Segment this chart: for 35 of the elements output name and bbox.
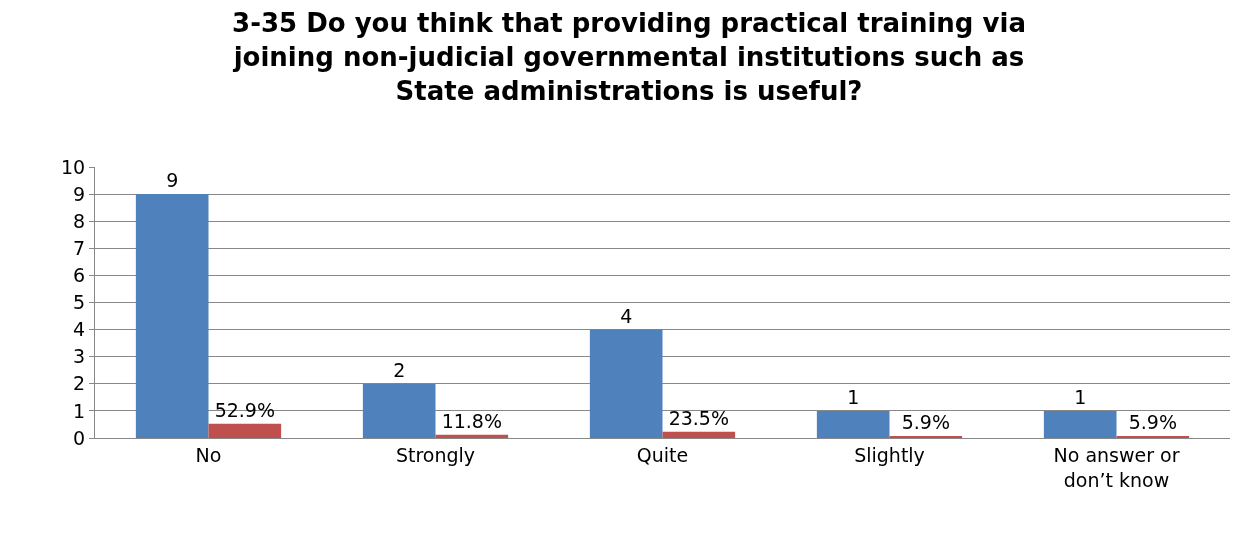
y-tick-label: 0 xyxy=(73,426,86,449)
x-tick-label: Quite xyxy=(636,443,689,466)
y-tick-label: 1 xyxy=(73,399,86,422)
y-tick-label: 3 xyxy=(73,345,86,368)
bar xyxy=(435,434,509,438)
bar xyxy=(362,383,436,438)
x-tick-label: No xyxy=(195,443,222,466)
bar xyxy=(662,431,736,438)
y-tick-label: 5 xyxy=(73,291,86,314)
data-label: 4 xyxy=(620,304,633,327)
y-tick-label: 4 xyxy=(73,318,86,341)
data-label: 2 xyxy=(393,358,406,381)
data-label: 5.9% xyxy=(901,411,950,433)
y-tick-label: 10 xyxy=(61,155,86,178)
data-label: 11.8% xyxy=(441,409,502,432)
x-tick-label: Slightly xyxy=(854,443,925,466)
chart-title: 3-35 Do you think that providing practical training via joining non-judicial governmental institutions such as State administrations is useful? xyxy=(232,8,1026,106)
y-tick-label: 2 xyxy=(73,372,86,395)
bar xyxy=(816,410,890,438)
y-tick-label: 7 xyxy=(73,236,86,259)
data-label: 23.5% xyxy=(668,406,729,429)
data-label: 1 xyxy=(1074,385,1087,408)
y-tick-label: 8 xyxy=(73,209,86,232)
y-tick-label: 9 xyxy=(73,182,86,205)
x-tick-label: Strongly xyxy=(395,443,476,466)
bar xyxy=(135,194,209,438)
bar xyxy=(1043,410,1117,438)
data-label: 52.9% xyxy=(214,398,275,421)
data-label: 1 xyxy=(847,385,860,408)
data-label: 9 xyxy=(166,169,179,192)
data-label: 5.9% xyxy=(1128,411,1177,433)
y-tick-label: 6 xyxy=(73,264,86,287)
bar xyxy=(208,423,282,438)
x-tick-label: No answer or don’t know xyxy=(1053,443,1180,491)
bar xyxy=(589,329,663,438)
